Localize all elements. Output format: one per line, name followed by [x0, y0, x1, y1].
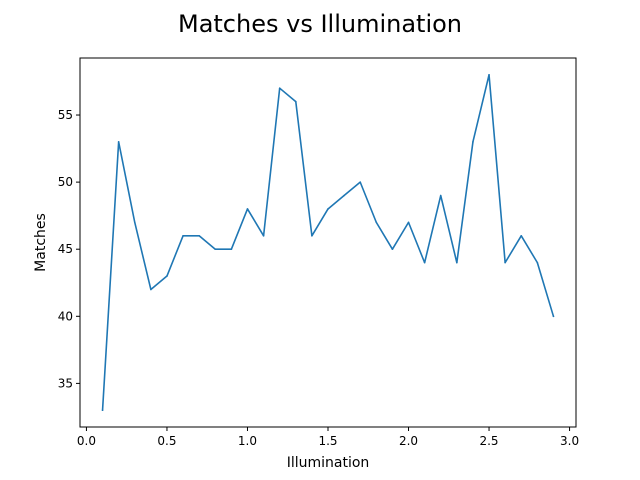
plot-area	[80, 58, 576, 427]
data-point	[391, 248, 394, 251]
data-point	[311, 234, 313, 237]
x-axis-label: Illumination	[287, 455, 370, 471]
data-point	[101, 409, 104, 412]
data-point	[182, 234, 184, 237]
data-point	[246, 208, 249, 210]
x-tick-label: 0.5	[157, 434, 176, 448]
data-point	[359, 181, 362, 183]
data-point	[456, 261, 458, 264]
y-tick-label: 45	[58, 242, 73, 256]
data-point	[520, 234, 523, 237]
series-layer	[101, 73, 555, 412]
data-point	[375, 221, 378, 224]
data-point	[294, 100, 297, 103]
data-point	[133, 221, 136, 224]
x-tick-label: 1.0	[238, 434, 257, 448]
data-point	[262, 234, 265, 237]
y-tick-label: 35	[58, 376, 73, 390]
x-tick-label: 0.0	[77, 434, 96, 448]
data-point	[166, 275, 168, 277]
x-tick-label: 1.5	[318, 434, 337, 448]
data-point	[214, 248, 217, 251]
data-point	[230, 248, 233, 251]
x-tick-label: 3.0	[560, 434, 579, 448]
data-point	[439, 194, 442, 197]
data-point	[150, 288, 152, 291]
x-tick-label: 2.0	[399, 434, 418, 448]
y-axis-label: Matches	[33, 213, 49, 272]
data-point	[423, 261, 426, 264]
axes-frame	[79, 57, 577, 428]
data-point	[343, 194, 345, 197]
data-point	[504, 261, 506, 264]
data-point	[327, 208, 329, 210]
y-tick-label: 55	[58, 108, 73, 122]
data-point	[536, 261, 539, 264]
ticks-layer: 0.0 0.5 1.0 1.5 2.0 2.5 3.0 35 40 45 50 55	[58, 108, 579, 448]
data-point	[552, 315, 555, 318]
y-tick-label: 40	[58, 309, 73, 323]
data-point	[407, 221, 410, 224]
x-tick-label: 2.5	[479, 434, 498, 448]
data-point	[488, 73, 490, 76]
y-tick-label: 50	[58, 175, 73, 189]
data-point	[117, 141, 120, 143]
data-point	[198, 234, 200, 237]
data-point	[472, 141, 474, 143]
data-point	[278, 87, 281, 89]
chart-title: Matches vs Illumination	[178, 10, 462, 38]
